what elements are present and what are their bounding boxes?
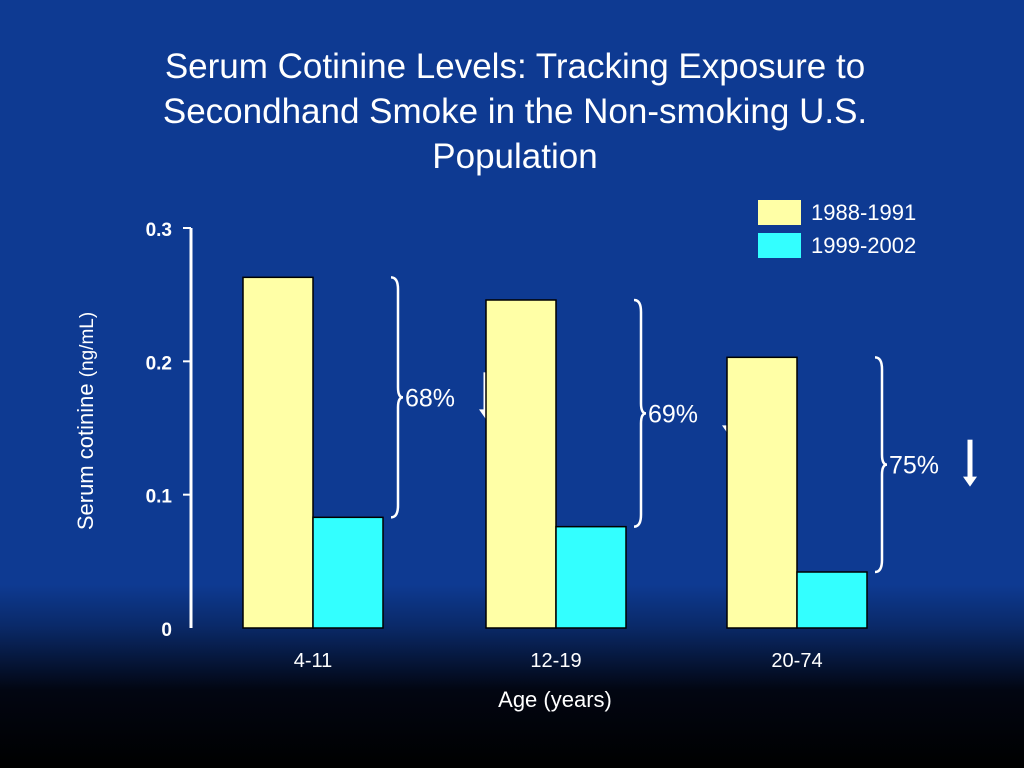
legend-label-1988-1991: 1988-1991 [811, 199, 917, 225]
x-tick-label: 12-19 [530, 650, 581, 672]
chart-title: Serum Cotinine Levels: Tracking Exposure… [60, 44, 970, 179]
y-tick-label: 0 [161, 620, 172, 641]
legend-item-1999-2002: 1999-2002 [758, 229, 916, 262]
y-tick-label: 0.2 [146, 353, 172, 374]
bar [312, 516, 384, 629]
bar [485, 299, 557, 629]
legend-item-1988-1991: 1988-1991 [758, 196, 916, 229]
legend-swatch-1988-1991 [758, 200, 801, 225]
chart-title-line-3: Population [432, 137, 598, 176]
y-tick-label: 0.3 [146, 220, 172, 241]
reduction-brace [874, 356, 888, 574]
percent-reduction-label: 68% [405, 384, 455, 412]
bar [555, 525, 627, 629]
legend-swatch-1999-2002 [758, 233, 801, 258]
percent-reduction-label: 69% [648, 400, 698, 428]
down-arrow-head-icon [963, 476, 977, 487]
x-tick-label: 20-74 [771, 650, 822, 672]
x-axis-label: Age (years) [498, 687, 612, 712]
legend: 1988-1991 1999-2002 [758, 196, 916, 262]
x-tick-label: 4-11 [294, 650, 333, 672]
percent-reduction-label: 75% [889, 452, 939, 480]
bar [796, 571, 868, 629]
legend-label-1999-2002: 1999-2002 [811, 232, 917, 258]
bar [726, 356, 798, 629]
reduction-brace [633, 298, 647, 528]
bar [242, 276, 314, 629]
y-tick-label: 0.1 [146, 487, 173, 508]
reduction-brace [390, 276, 404, 519]
chart-title-line-2: Secondhand Smoke in the Non-smoking U.S. [162, 92, 868, 131]
chart-title-line-1: Serum Cotinine Levels: Tracking Exposure… [164, 47, 866, 86]
